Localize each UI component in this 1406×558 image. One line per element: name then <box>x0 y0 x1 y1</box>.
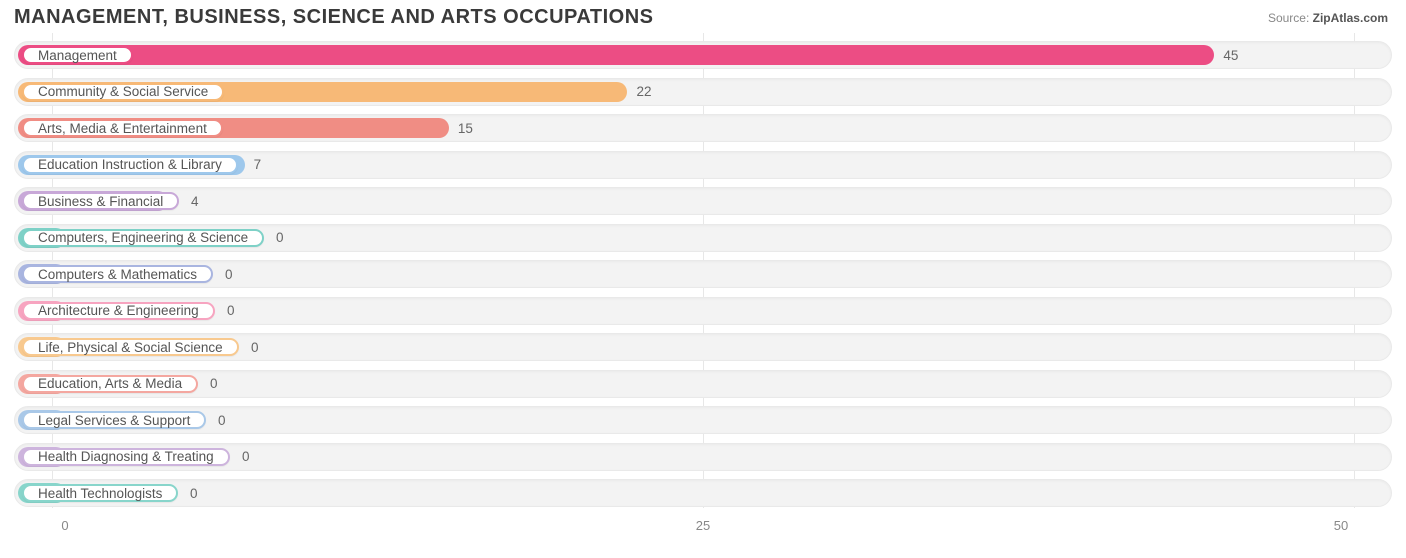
bar-row: Computers, Engineering & Science 0 <box>14 224 1392 252</box>
source-name: ZipAtlas.com <box>1313 11 1388 25</box>
bar-value: 7 <box>254 152 262 178</box>
bar-label-chip: Life, Physical & Social Science <box>22 338 239 356</box>
bar-row: Business & Financial 4 <box>14 187 1392 215</box>
bar-label-chip: Legal Services & Support <box>22 411 206 429</box>
bar-label-chip: Computers, Engineering & Science <box>22 229 264 247</box>
bar-value: 0 <box>225 261 233 287</box>
bar-value: 15 <box>458 115 473 141</box>
bar-value: 0 <box>276 225 284 251</box>
bar-label-chip: Education Instruction & Library <box>22 156 238 174</box>
bar-row: Architecture & Engineering 0 <box>14 297 1392 325</box>
bar-label-chip: Architecture & Engineering <box>22 302 215 320</box>
axis-tick: 25 <box>696 518 710 533</box>
chart-header: MANAGEMENT, BUSINESS, SCIENCE AND ARTS O… <box>0 0 1406 33</box>
chart-title: MANAGEMENT, BUSINESS, SCIENCE AND ARTS O… <box>14 6 653 29</box>
source-label: Source: <box>1268 11 1309 25</box>
bar-value: 0 <box>242 444 250 470</box>
bar-value: 0 <box>210 371 218 397</box>
bar-label-chip: Business & Financial <box>22 192 179 210</box>
bar-row: Health Diagnosing & Treating 0 <box>14 443 1392 471</box>
bar-row: Computers & Mathematics 0 <box>14 260 1392 288</box>
bar-row: Education Instruction & Library 7 <box>14 151 1392 179</box>
bar-row: Education, Arts & Media 0 <box>14 370 1392 398</box>
bar-rows: Management 45 Community & Social Service 22… <box>14 41 1392 507</box>
bar-label-chip: Community & Social Service <box>22 83 224 101</box>
bar-value: 45 <box>1223 42 1238 68</box>
bar-label-chip: Education, Arts & Media <box>22 375 198 393</box>
bar-value: 4 <box>191 188 199 214</box>
bar-value: 0 <box>218 407 226 433</box>
bar-label-chip: Health Diagnosing & Treating <box>22 448 230 466</box>
axis-tick: 50 <box>1334 518 1348 533</box>
bar-label-chip: Health Technologists <box>22 484 178 502</box>
bar-row: Health Technologists 0 <box>14 479 1392 507</box>
bar-row: Management 45 <box>14 41 1392 69</box>
bar-label-chip: Computers & Mathematics <box>22 265 213 283</box>
bar-row: Legal Services & Support 0 <box>14 406 1392 434</box>
bar-row: Life, Physical & Social Science 0 <box>14 333 1392 361</box>
bar-fill <box>18 45 1214 65</box>
bar-row: Arts, Media & Entertainment 15 <box>14 114 1392 142</box>
x-axis: 0 25 50 <box>14 516 1392 542</box>
bar-value: 0 <box>227 298 235 324</box>
bar-row: Community & Social Service 22 <box>14 78 1392 106</box>
chart-area: Management 45 Community & Social Service 22… <box>0 33 1406 542</box>
bar-label-chip: Management <box>22 46 133 64</box>
bar-value: 22 <box>636 79 651 105</box>
bar-value: 0 <box>190 480 198 506</box>
bar-value: 0 <box>251 334 259 360</box>
bar-label-chip: Arts, Media & Entertainment <box>22 119 223 137</box>
source-attribution: Source: ZipAtlas.com <box>1268 11 1388 25</box>
axis-tick: 0 <box>61 518 68 533</box>
